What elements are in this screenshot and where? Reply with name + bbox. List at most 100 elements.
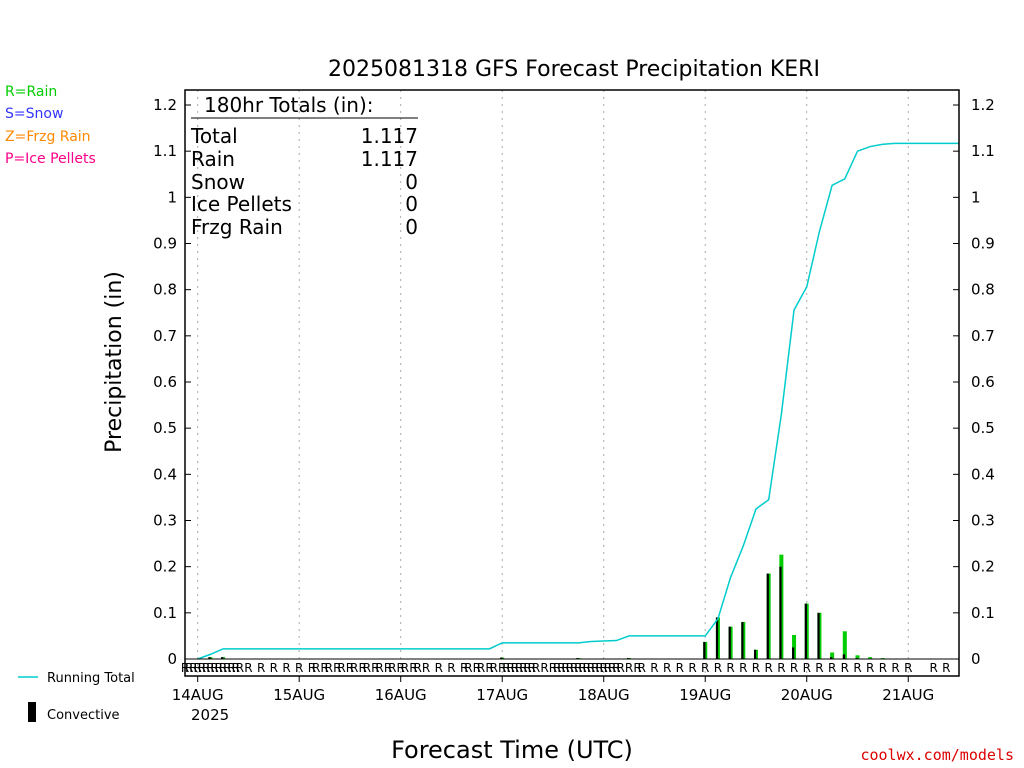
bar-convective (779, 566, 782, 659)
precip-type-marker: R (282, 661, 290, 675)
precip-type-marker: R (511, 661, 519, 675)
precip-type-marker: R (401, 661, 409, 675)
x-tick-label: 21AUG (882, 686, 934, 704)
precip-type-marker: R (473, 661, 481, 675)
totals-value-rain: 1.117 (361, 147, 418, 171)
legend-frzg-rain: Z=Frzg Rain (5, 129, 91, 145)
totals-value-ice-pellets: 0 (405, 192, 418, 216)
precip-type-marker: R (333, 661, 341, 675)
precip-type-marker: R (227, 661, 235, 675)
bar-convective (703, 641, 706, 659)
y-tick-label: 0.8 (153, 281, 177, 299)
precip-type-marker: R (591, 661, 599, 675)
precip-type-marker: R (515, 661, 523, 675)
totals-value-snow: 0 (405, 170, 418, 194)
y-tick-label: 0.2 (971, 558, 995, 576)
y-tick-label: 0.6 (153, 373, 177, 391)
x-tick-label: 16AUG (375, 686, 427, 704)
x-tick-label: 18AUG (578, 686, 630, 704)
precip-type-marker: R (942, 661, 950, 675)
running-total-series (197, 142, 959, 660)
x-year-label: 2025 (191, 706, 229, 724)
precip-type-marker: R (828, 661, 836, 675)
precip-type-marker: R (189, 661, 197, 675)
precip-type-marker: R (650, 661, 658, 675)
precip-type-marker: R (464, 661, 472, 675)
precip-type-marker: R (532, 661, 540, 675)
x-tick-label: 20AUG (781, 686, 833, 704)
bar-total (792, 634, 797, 659)
precip-type-marker: R (215, 661, 223, 675)
y-tick-label: 0.9 (971, 235, 995, 253)
precip-type-marker: R (663, 661, 671, 675)
precip-type-marker: R (337, 661, 345, 675)
y-axis-label: Precipitation (in) (102, 271, 127, 453)
precip-type-marker: R (616, 661, 624, 675)
precip-type-marker: R (498, 661, 506, 675)
precip-type-marker: R (676, 661, 684, 675)
y-tick-label: 1.1 (971, 142, 995, 160)
precip-type-marker: R (312, 661, 320, 675)
precip-type-marker: R (752, 661, 760, 675)
precip-type-marker: R (633, 661, 641, 675)
precip-type-marker: R (388, 661, 396, 675)
precip-type-marker: R (270, 661, 278, 675)
legend-rain: R=Rain (5, 84, 57, 100)
precip-type-marker: R (815, 661, 823, 675)
y-tick-label: 0.9 (153, 235, 177, 253)
precip-type-marker: R (638, 661, 646, 675)
precip-type-marker: R (528, 661, 536, 675)
precip-type-marker: R (223, 661, 231, 675)
precip-type-marker: R (929, 661, 937, 675)
precip-type-marker: R (866, 661, 874, 675)
legend-ice-pellets: P=Ice Pellets (5, 151, 96, 167)
y-tick-label: 1.1 (153, 142, 177, 160)
bar-convective (221, 657, 224, 659)
precip-type-marker: R (803, 661, 811, 675)
bar-convective (817, 612, 820, 659)
precip-type-marker: R (765, 661, 773, 675)
grid-lines (197, 90, 909, 676)
y-tick-label: 0.8 (971, 281, 995, 299)
precip-type-marker: R (346, 661, 354, 675)
plot-frame (184, 89, 960, 677)
precip-type-marker: R (308, 661, 316, 675)
totals-label-rain: Rain (191, 147, 235, 171)
precip-type-marker: R (600, 661, 608, 675)
y-tick-label: 1.2 (153, 96, 177, 114)
x-tick-label: 19AUG (679, 686, 731, 704)
precip-type-marker: R (194, 661, 202, 675)
credit-text: coolwx.com/models (860, 746, 1014, 764)
totals-box: 180hr Totals (in): Total 1.117 Rain 1.11… (190, 93, 418, 239)
precip-type-marker: R (460, 661, 468, 675)
precip-type-marker: R (566, 661, 574, 675)
y-axis: 0 00.1 0.10.2 0.20.3 0.30.4 0.40.5 0.50.6 0.60.… (153, 96, 995, 668)
precip-type-marker: R (604, 661, 612, 675)
chart-title: 2025081318 GFS Forecast Precipitation KE… (328, 57, 820, 82)
y-tick-label: 0.1 (153, 604, 177, 622)
totals-label-snow: Snow (191, 170, 245, 194)
y-tick-label: 0.5 (153, 419, 177, 437)
precip-type-marker: R (904, 661, 912, 675)
y-tick-label: 1.2 (971, 96, 995, 114)
precip-type-marker: R (409, 661, 417, 675)
precip-type-marker: R (726, 661, 734, 675)
precip-type-marker: R (232, 661, 240, 675)
bar-convective (715, 617, 719, 659)
y-tick-label: 0.4 (971, 465, 995, 483)
legend-snow: S=Snow (5, 106, 63, 122)
totals-label-total: Total (190, 124, 238, 148)
precip-type-marker: R (375, 661, 383, 675)
legend-convective: Convective (47, 708, 120, 723)
bar-convective (842, 654, 846, 659)
x-axis-label: Forecast Time (UTC) (391, 736, 633, 764)
precip-type-marker: R (553, 661, 561, 675)
bar-convective (741, 622, 744, 659)
y-tick-label: 0.3 (971, 512, 995, 530)
y-tick-label: 1 (971, 188, 981, 206)
y-tick-label: 0.3 (153, 512, 177, 530)
precip-type-marker: R (502, 661, 510, 675)
precip-type-marker: R (523, 661, 531, 675)
precip-type-marker: R (891, 661, 899, 675)
precip-type-marker: R (574, 661, 582, 675)
